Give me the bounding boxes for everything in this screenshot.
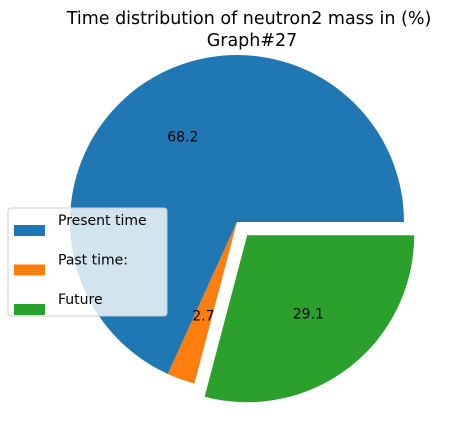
legend-swatch — [14, 264, 45, 276]
slice-value-label: 68.2 — [167, 130, 198, 146]
pie-slice-past-time — [167, 222, 237, 384]
legend-swatch — [14, 304, 45, 315]
legend-label: Future — [58, 292, 103, 308]
chart-title: Time distribution of neutron2 mass in (%… — [66, 9, 432, 29]
legend-swatch — [14, 225, 45, 236]
slice-value-label: 29.1 — [293, 307, 324, 323]
pie-slice-future — [204, 235, 415, 403]
chart-subtitle: Graph#27 — [207, 31, 298, 51]
legend: Present time Past time: Future — [7, 207, 168, 317]
legend-frame — [7, 207, 168, 317]
pie-value-labels: 68.2 2.7 29.1 — [167, 130, 324, 325]
slice-value-label: 2.7 — [192, 308, 214, 324]
legend-label: Present time — [58, 213, 147, 229]
legend-label: Past time: — [58, 253, 128, 269]
